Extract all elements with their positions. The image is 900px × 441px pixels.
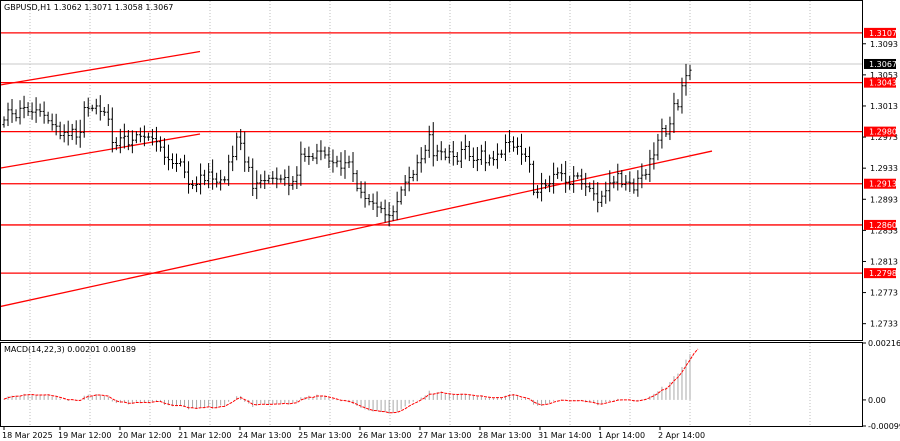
price-tick-label: 1.2853 [870,226,898,235]
current-price-marker: 1.3067 [864,58,897,69]
level-label-box [864,268,896,279]
level-label-box [864,178,896,189]
current-price-box [864,58,896,69]
price-tick-label: 1.2893 [870,195,898,204]
price-tick-label: 1.3093 [870,40,898,49]
chart-title: GBPUSD,H1 1.3062 1.3071 1.3058 1.3067 [4,3,173,12]
time-tick-label: 18 Mar 2025 [2,431,53,440]
level-label-text: 1.2860 [869,221,897,230]
price-levels [1,32,862,274]
level-label-box [864,126,896,137]
macd-tick-label: 0.00216 [868,339,900,348]
level-label-box [864,77,896,88]
trendline-3 [0,150,713,308]
trendline-2 [0,133,201,169]
macd-label: MACD(14,22,3) 0.00201 0.00189 [4,345,136,354]
current-price-label: 1.3067 [869,60,897,69]
level-labels: 1.3107 1.3043 1.2980 1.2913 1.2860 1.2798 [864,27,897,279]
trendlines [0,50,713,308]
price-axis: 1.3093 1.3053 1.3013 1.2973 1.2933 1.2893 1.28… [862,40,898,329]
time-tick-label: 1 Apr 14:00 [598,431,645,440]
time-tick-label: 28 Mar 13:00 [478,431,531,440]
price-tick-label: 1.2933 [870,164,898,173]
macd-signal [3,348,699,414]
level-label-text: 1.2798 [869,269,897,278]
level-label-text: 1.3107 [869,29,897,38]
time-tick-label: 21 Mar 12:00 [178,431,231,440]
time-tick-label: 25 Mar 13:00 [298,431,351,440]
price-tick-label: 1.2773 [870,289,898,298]
time-tick-label: 24 Mar 13:00 [238,431,291,440]
price-bars [2,63,692,227]
time-tick-label: 26 Mar 13:00 [358,431,411,440]
price-tick-label: 1.2733 [870,320,898,329]
time-tick-label: 19 Mar 12:00 [58,431,111,440]
time-tick-label: 20 Mar 12:00 [118,431,171,440]
price-tick-label: 1.3013 [870,102,898,111]
level-label-box [864,27,896,38]
time-tick-label: 27 Mar 13:00 [418,431,471,440]
time-tick-label: 2 Apr 14:00 [658,431,705,440]
trendline-1 [0,50,201,86]
level-label-text: 1.2913 [869,180,897,189]
price-tick-label: 1.2813 [870,257,898,266]
time-axis: 18 Mar 2025 19 Mar 12:00 20 Mar 12:00 21 Ma… [2,426,705,440]
level-label-text: 1.3043 [869,79,897,88]
price-tick-label: 1.3053 [870,71,898,80]
time-tick-label: 31 Mar 14:00 [538,431,591,440]
level-label-box [864,219,896,230]
price-tick-label: 1.2973 [870,133,898,142]
macd-tick-label: 0.00 [868,396,886,405]
macd-signal-line [3,348,699,414]
level-label-text: 1.2980 [869,128,897,137]
macd-tick-label: -0.00099 [868,422,900,431]
main-pane-frame [0,0,863,341]
macd-pane-frame [0,342,863,427]
price-grid [1,1,862,340]
macd-grid [29,343,811,426]
